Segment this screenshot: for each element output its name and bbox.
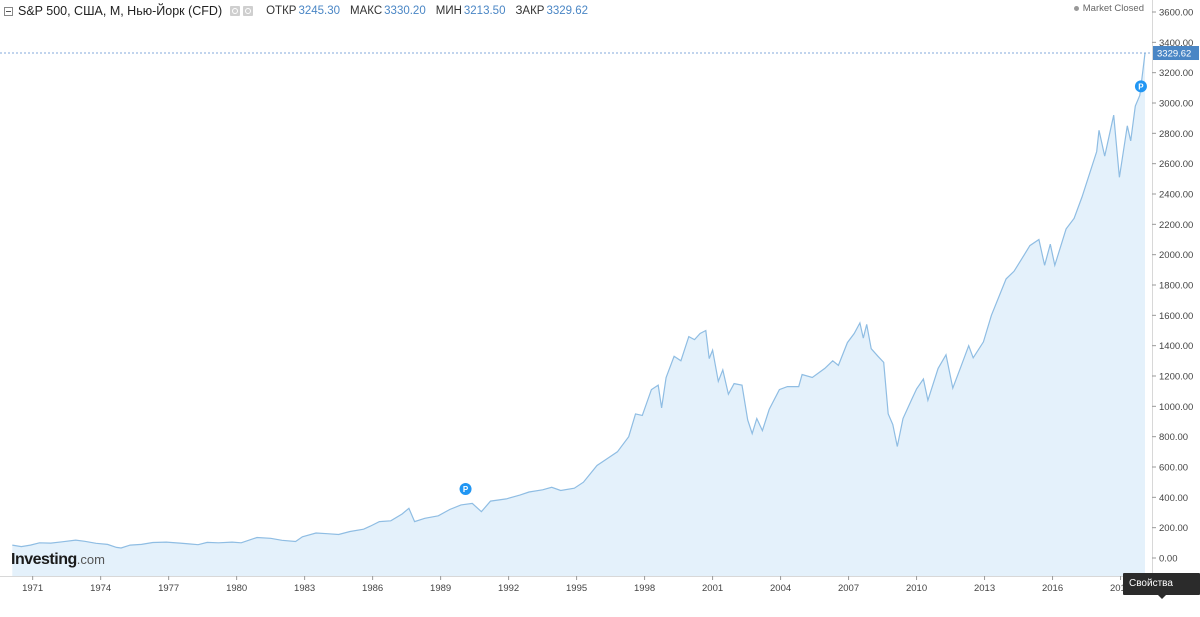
y-tick-label: 3200.00 [1159,68,1193,79]
low-value: 3213.50 [463,5,506,17]
low-label: МИН [435,5,462,17]
y-tick-label: 600.00 [1159,463,1188,474]
scale-properties-tooltip[interactable]: Свойства шкал [1123,573,1200,611]
y-tick-label: 1600.00 [1159,311,1193,322]
event-marker-label: P [463,485,469,494]
x-tick-label: 2019 [1110,583,1131,594]
price-axis[interactable]: 0.00 200.00 400.00 600.00 800.00 1000.00 1200.… [1152,0,1193,576]
x-tick-label: 1989 [430,583,451,594]
x-tick-label: 2016 [1042,583,1063,594]
y-tick-label: 200.00 [1159,523,1188,534]
close-series-icon[interactable] [243,6,254,16]
x-tick-label: 1992 [498,583,519,594]
status-dot-icon [1073,6,1079,11]
x-tick-label: 2007 [838,583,859,594]
market-status: Market Closed [1073,3,1144,14]
logo-suffix: .com [76,552,105,567]
close-value: 3329.62 [546,5,589,17]
event-marker-icon[interactable] [459,482,472,495]
symbol-title[interactable]: S&P 500, США, M, Нью-Йорк (CFD) [18,4,223,18]
time-axis[interactable]: 1971 1974 1977 1980 1983 1986 1989 1992 1995 1998… [0,576,1200,594]
investing-logo: Investing.com [11,551,105,569]
last-price-label: 3329.62 [1157,49,1191,60]
y-tick-label: 800.00 [1159,432,1188,443]
plot-area [12,52,1146,576]
x-tick-label: 2013 [974,583,995,594]
x-tick-label: 1977 [158,583,179,594]
settings-icon[interactable] [230,6,241,16]
x-tick-label: 2001 [702,583,723,594]
collapse-legend-button[interactable] [4,6,13,16]
y-tick-label: 2800.00 [1159,129,1193,140]
x-tick-label: 1980 [226,583,247,594]
event-marker-label: P [1138,82,1144,91]
logo-brand: Investing [11,551,77,568]
open-value: 3245.30 [298,5,341,17]
y-tick-label: 0.00 [1159,554,1178,565]
x-tick-label: 1983 [294,583,315,594]
series-area-fill [12,53,1145,576]
series-line [12,52,1146,549]
x-tick-label: 2010 [906,583,927,594]
x-tick-label: 1974 [90,583,111,594]
x-tick-label: 2004 [770,583,791,594]
y-tick-label: 2400.00 [1159,190,1193,201]
market-status-text: Market Closed [1082,3,1144,14]
y-tick-label: 2600.00 [1159,159,1193,170]
close-label: ЗАКР [515,5,545,17]
y-tick-label: 400.00 [1159,493,1188,504]
high-label: МАКС [350,5,383,17]
y-tick-label: 1800.00 [1159,281,1193,292]
y-tick-label: 2200.00 [1159,220,1193,231]
event-marker-icon[interactable] [1134,80,1147,93]
open-label: ОТКР [266,5,297,17]
x-tick-label: 1998 [634,583,655,594]
y-tick-label: 3000.00 [1159,99,1193,110]
x-tick-label: 1995 [566,583,587,594]
y-tick-label: 1000.00 [1159,402,1193,413]
x-tick-label: 1971 [22,583,43,594]
last-price-badge [1153,46,1199,61]
y-tick-label: 3600.00 [1159,8,1193,19]
x-tick-label: 1986 [362,583,383,594]
y-tick-label: 2000.00 [1159,250,1193,261]
y-tick-label: 3400.00 [1159,38,1193,49]
high-value: 3330.20 [384,5,426,17]
chart-overlay: 3329.62 P P [0,46,1199,495]
y-tick-label: 1400.00 [1159,341,1193,352]
y-tick-label: 1200.00 [1159,372,1193,383]
chart-header: S&P 500, США, M, Нью-Йорк (CFD) ОТКР 324… [0,0,1150,22]
price-chart[interactable]: 0.00 200.00 400.00 600.00 800.00 1000.00 1200.… [0,0,1200,597]
